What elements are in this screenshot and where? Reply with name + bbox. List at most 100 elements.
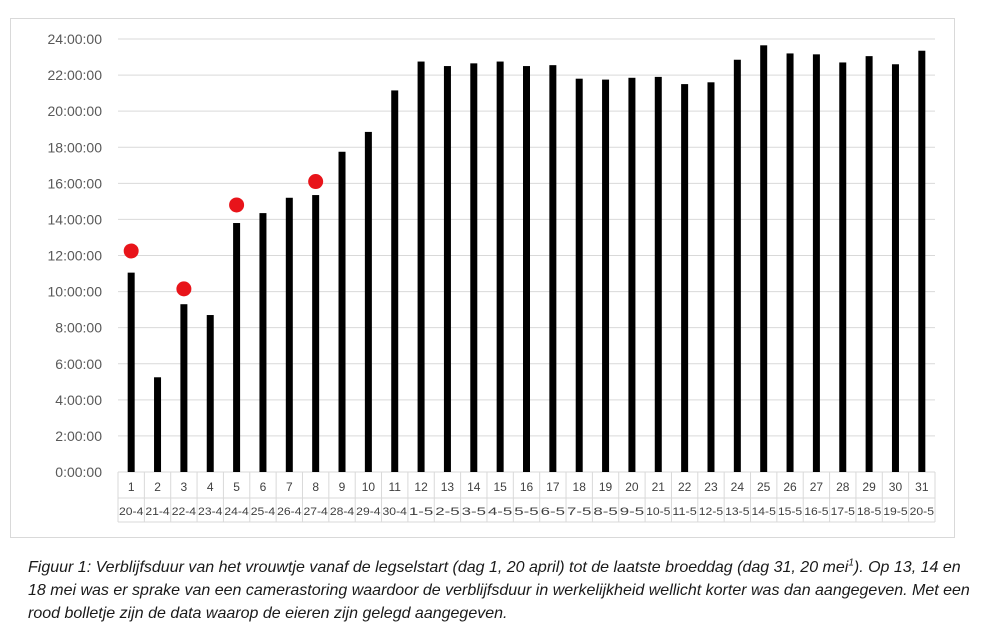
y-tick-label: 0:00:00 <box>55 464 102 480</box>
figure-caption: Figuur 1: Verblijfsduur van het vrouwtje… <box>28 556 978 625</box>
y-tick-label: 18:00:00 <box>48 139 103 155</box>
bar <box>575 78 583 473</box>
x-tick-label-date: 2-5 <box>435 506 459 518</box>
x-tick-label-day: 8 <box>312 480 319 494</box>
x-tick-label-day: 10 <box>362 480 376 494</box>
bar <box>918 50 926 473</box>
x-tick-label-date: 27-4 <box>303 506 327 518</box>
x-tick-label-date: 11-5 <box>672 506 696 518</box>
x-tick-label-day: 3 <box>181 480 188 494</box>
x-tick-label-day: 11 <box>388 480 401 494</box>
bar <box>154 377 162 472</box>
x-tick-label-date: 15-5 <box>778 506 802 518</box>
chart-frame <box>10 18 955 538</box>
x-tick-label-date: 29-4 <box>356 506 380 518</box>
y-tick-label: 14:00:00 <box>48 211 103 227</box>
caption-text-1: Figuur 1: Verblijfsduur van het vrouwtje… <box>28 559 849 576</box>
x-tick-label-day: 1 <box>128 480 135 494</box>
bar <box>786 53 794 472</box>
x-tick-label-day: 17 <box>546 480 560 494</box>
x-tick-label-day: 21 <box>652 480 666 494</box>
bar <box>707 82 715 473</box>
y-tick-label: 2:00:00 <box>55 428 102 444</box>
x-tick-label-date: 19-5 <box>883 506 907 518</box>
bar <box>602 79 610 472</box>
bar <box>628 77 636 472</box>
bar <box>891 64 899 472</box>
x-tick-label-date: 6-5 <box>541 506 565 518</box>
y-tick-label: 20:00:00 <box>48 103 103 119</box>
x-tick-label-date: 17-5 <box>831 506 855 518</box>
x-tick-label-day: 12 <box>414 480 428 494</box>
x-tick-label-day: 24 <box>731 480 745 494</box>
x-tick-label-date: 23-4 <box>198 506 222 518</box>
x-tick-label-date: 20-5 <box>910 506 934 518</box>
x-tick-label-date: 4-5 <box>488 506 512 518</box>
y-tick-label: 24:00:00 <box>48 31 103 47</box>
egg-marker <box>308 174 324 190</box>
bar <box>233 223 241 472</box>
caption-text-2: ). Op 13, 14 en 18 mei was er sprake van… <box>28 559 970 622</box>
egg-marker <box>229 197 245 213</box>
y-tick-label: 8:00:00 <box>55 320 102 336</box>
y-tick-label: 12:00:00 <box>48 248 103 264</box>
y-tick-label: 10:00:00 <box>48 284 103 300</box>
x-tick-label-day: 29 <box>862 480 876 494</box>
y-tick-label: 22:00:00 <box>48 67 103 83</box>
bar <box>812 54 820 472</box>
bar <box>285 197 293 472</box>
x-tick-label-day: 9 <box>339 480 346 494</box>
x-tick-label-date: 5-5 <box>514 506 538 518</box>
x-tick-label-day: 26 <box>783 480 797 494</box>
bar <box>417 61 425 472</box>
x-tick-label-day: 28 <box>836 480 850 494</box>
bar <box>259 213 267 472</box>
x-tick-label-date: 7-5 <box>567 506 591 518</box>
x-tick-label-date: 24-4 <box>224 506 248 518</box>
bar <box>549 65 557 473</box>
bar <box>865 56 873 472</box>
bar <box>338 151 346 472</box>
x-tick-label-date: 14-5 <box>752 506 776 518</box>
bar <box>391 90 399 472</box>
bar <box>523 66 530 472</box>
bar <box>206 315 214 472</box>
bar <box>839 62 847 473</box>
x-tick-label-date: 26-4 <box>277 506 301 518</box>
x-tick-label-date: 21-4 <box>145 506 169 518</box>
y-tick-label: 6:00:00 <box>55 356 102 372</box>
x-tick-label-date: 30-4 <box>383 506 407 518</box>
x-tick-label-day: 4 <box>207 480 214 494</box>
x-tick-label-day: 22 <box>678 480 692 494</box>
bar <box>733 59 741 472</box>
bar <box>443 66 451 472</box>
bar <box>364 131 372 472</box>
x-tick-label-day: 15 <box>493 480 507 494</box>
x-tick-label-date: 1-5 <box>409 506 433 518</box>
x-tick-label-date: 3-5 <box>462 506 486 518</box>
x-tick-label-day: 20 <box>625 480 639 494</box>
x-tick-label-day: 7 <box>286 480 293 494</box>
x-tick-label-date: 20-4 <box>119 506 143 518</box>
bar <box>127 272 135 472</box>
x-tick-label-date: 8-5 <box>593 506 617 518</box>
caption-footnote-mark: 1 <box>848 557 854 569</box>
x-tick-label-date: 10-5 <box>646 506 670 518</box>
x-tick-label-date: 25-4 <box>251 506 275 518</box>
x-tick-label-day: 31 <box>915 480 929 494</box>
egg-marker <box>123 243 139 259</box>
x-tick-label-date: 22-4 <box>172 506 196 518</box>
egg-marker <box>176 281 192 297</box>
x-tick-label-date: 12-5 <box>699 506 723 518</box>
x-tick-label-date: 28-4 <box>330 506 354 518</box>
x-tick-label-day: 18 <box>573 480 587 494</box>
x-tick-label-day: 23 <box>704 480 718 494</box>
x-tick-label-day: 25 <box>757 480 771 494</box>
bar <box>470 63 478 472</box>
y-tick-label: 16:00:00 <box>48 175 103 191</box>
bar <box>180 304 188 472</box>
x-tick-label-day: 19 <box>599 480 613 494</box>
x-tick-label-date: 16-5 <box>804 506 828 518</box>
x-tick-label-day: 16 <box>520 480 534 494</box>
bar <box>496 61 504 472</box>
